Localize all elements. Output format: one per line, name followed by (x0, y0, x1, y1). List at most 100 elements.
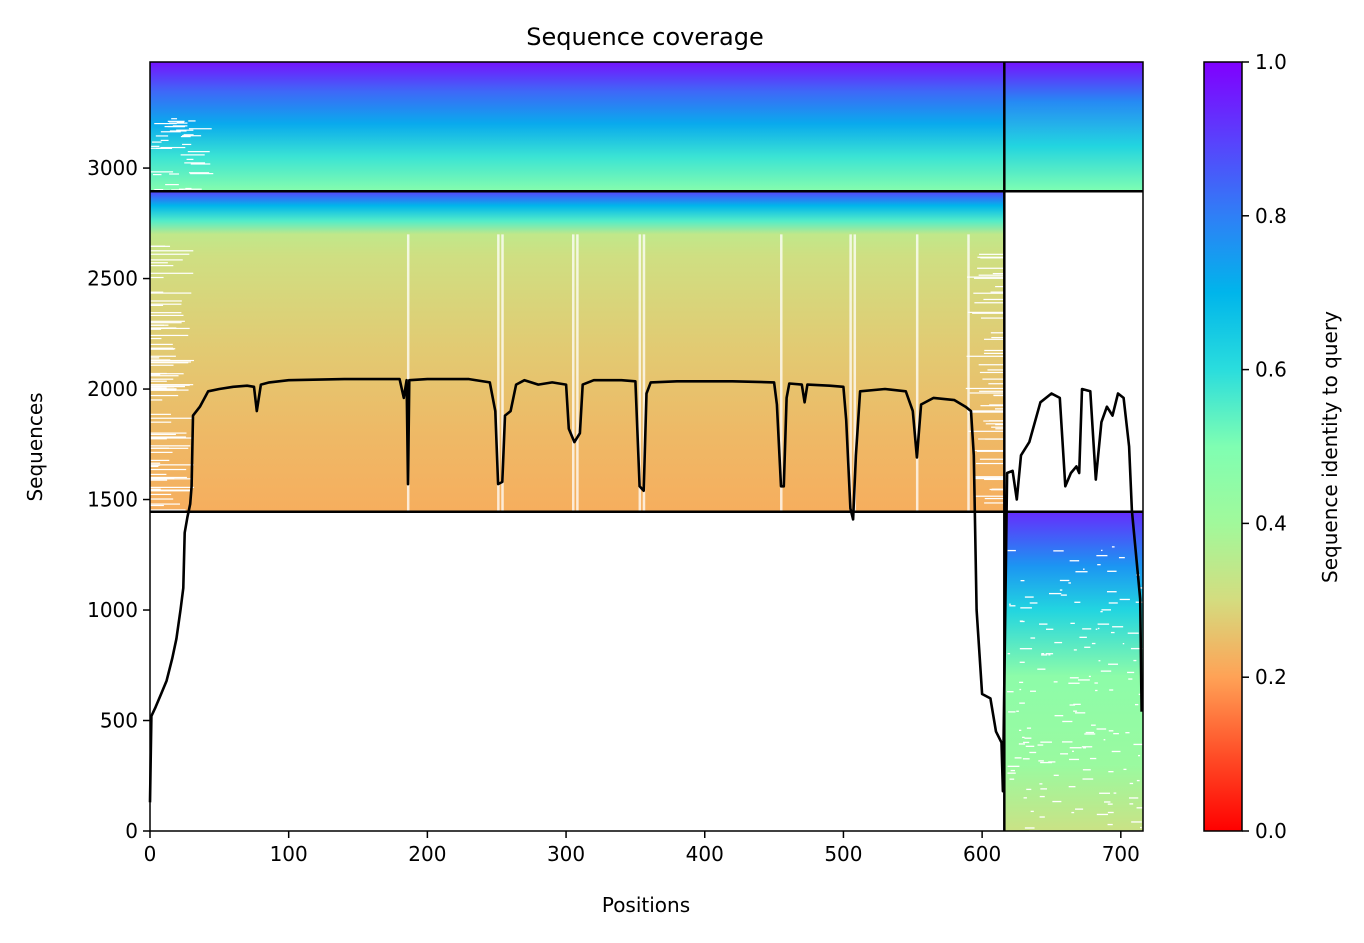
gap-stripe (849, 234, 852, 512)
gap-stripe (150, 476, 187, 479)
gap-stripe (989, 404, 1005, 406)
gap-stripe (150, 303, 182, 305)
gap-stripe (780, 234, 783, 512)
gap-stripe (973, 292, 1005, 294)
gap-stripe (1077, 679, 1090, 681)
gap-stripe (1009, 778, 1015, 780)
gap-stripe (1018, 743, 1026, 745)
gap-stripe (995, 424, 1005, 426)
y-axis-title: Sequences (23, 392, 47, 501)
gap-stripe (150, 464, 160, 466)
gap-stripe (150, 304, 164, 307)
gap-stripe (968, 430, 1005, 432)
gap-stripe (1059, 589, 1063, 591)
gap-stripe (1081, 746, 1093, 748)
gap-stripe (984, 349, 1005, 352)
gap-stripe (977, 256, 1005, 258)
gap-stripe (1024, 827, 1035, 829)
gap-stripe (1106, 591, 1117, 593)
gap-stripe (1131, 821, 1142, 823)
gap-stripe (150, 357, 160, 359)
gap-stripe (1019, 661, 1025, 663)
gap-stripe (974, 476, 1005, 478)
gap-stripe (150, 334, 189, 337)
gap-stripe (150, 337, 162, 340)
gap-stripe (150, 503, 180, 505)
gap-stripe (167, 120, 185, 122)
gap-stripe (1084, 733, 1096, 735)
gap-stripe (1089, 757, 1097, 760)
colorbar-tick-label: 0.2 (1255, 665, 1287, 689)
gap-stripe (1100, 670, 1112, 672)
gap-stripe (1091, 724, 1096, 726)
gap-stripe (150, 504, 164, 507)
gap-stripe (180, 135, 191, 138)
gap-stripe (1107, 811, 1114, 814)
gap-stripe (190, 173, 214, 175)
gap-stripe (150, 468, 187, 471)
gap-stripe (150, 479, 168, 481)
gap-stripe (150, 437, 172, 439)
gap-stripe (1103, 739, 1106, 741)
gap-stripe (1097, 627, 1100, 630)
gap-stripe (150, 328, 162, 330)
gap-stripe (1014, 757, 1022, 759)
colorbar-frame (1203, 61, 1243, 832)
gap-stripe (1020, 620, 1025, 623)
gap-stripe (150, 272, 194, 274)
gap-stripe (1133, 743, 1145, 746)
gap-stripe (150, 292, 192, 294)
gap-stripe (1068, 682, 1080, 684)
gap-stripe (984, 502, 1005, 504)
gap-stripe (1052, 800, 1062, 803)
x-tick-label: 100 (270, 842, 308, 866)
gap-stripe (176, 129, 194, 131)
gap-stripe (1008, 711, 1016, 713)
gap-stripe (150, 445, 191, 447)
gap-stripe (150, 389, 172, 391)
gap-stripe (988, 420, 1005, 422)
gap-stripe (988, 383, 1005, 385)
gap-stripe (1054, 715, 1064, 717)
gap-stripe (182, 135, 202, 137)
gap-stripe (150, 509, 186, 511)
gap-stripe (1129, 803, 1134, 805)
gap-stripe (1053, 550, 1064, 552)
gap-stripe (1098, 660, 1101, 662)
gap-stripe (1129, 782, 1134, 785)
gap-stripe (150, 262, 168, 264)
gap-stripe (1104, 801, 1111, 803)
gap-stripe (984, 497, 1005, 500)
gap-stripe (1108, 602, 1118, 604)
gap-stripe (184, 162, 206, 164)
y-tick-label: 1500 (87, 488, 138, 512)
gap-stripe (150, 171, 174, 173)
gap-stripe (1096, 728, 1107, 730)
gap-stripe (1134, 703, 1139, 706)
gap-stripe (976, 450, 1005, 452)
gap-stripe (150, 380, 167, 382)
gap-stripe (990, 332, 1005, 334)
gap-stripe (1040, 788, 1048, 790)
gap-stripe (406, 234, 410, 512)
gap-stripe (571, 234, 575, 512)
gap-stripe (1009, 603, 1011, 605)
gap-stripe (172, 125, 188, 127)
gap-stripe (1029, 751, 1037, 754)
colorbar-tick-label: 0.4 (1255, 511, 1287, 535)
gap-stripe (150, 359, 195, 362)
gap-stripe (985, 423, 1005, 425)
x-axis-title: Positions (602, 893, 690, 917)
gap-stripe (150, 486, 195, 488)
gap-stripe (150, 322, 182, 324)
gap-stripe (160, 146, 186, 149)
gap-stripe (1094, 682, 1098, 684)
y-tick-label: 1000 (87, 598, 138, 622)
gap-stripe (171, 118, 178, 120)
gap-stripe (154, 122, 177, 125)
gap-stripe (967, 276, 1005, 278)
gap-stripe (967, 311, 1005, 313)
gap-stripe (1085, 731, 1095, 734)
gap-stripe (1070, 622, 1075, 625)
